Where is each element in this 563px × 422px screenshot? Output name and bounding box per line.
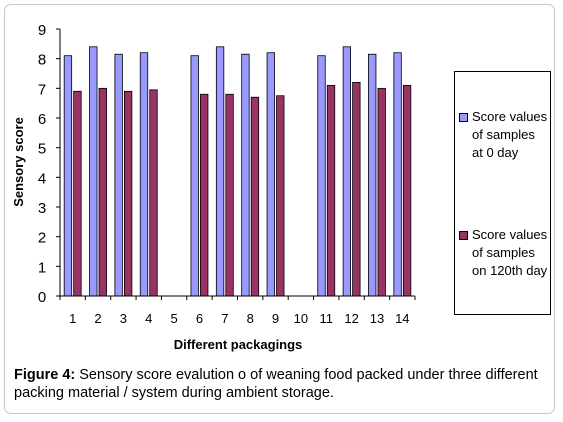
x-tick-label: 13 [370, 311, 384, 326]
y-tick-label: 9 [38, 22, 46, 39]
x-tick-label: 1 [69, 311, 76, 326]
bar-day0-12 [342, 46, 352, 297]
bar-day0-1 [63, 55, 73, 297]
x-tick-label: 14 [395, 311, 409, 326]
bar-day120-13 [377, 87, 386, 297]
x-tick-label: 12 [344, 311, 358, 326]
bar-day0-11 [317, 55, 326, 297]
bar-day0-8 [241, 53, 250, 297]
x-tick-label: 6 [196, 311, 203, 326]
figure-caption: Figure 4: Sensory score evalution o of w… [14, 366, 544, 402]
bar-day120-12 [352, 82, 361, 297]
x-tick-label: 5 [170, 311, 177, 326]
x-tick-label: 3 [120, 311, 127, 326]
bar-day120-14 [402, 84, 412, 297]
legend-label-day120: Score values of samples on 120th day [472, 227, 548, 278]
y-tick-label: 6 [38, 111, 46, 128]
y-tick-label: 4 [38, 170, 46, 187]
x-tick-label: 8 [247, 311, 254, 326]
figure-caption-text: Sensory score evalution o of weaning foo… [14, 367, 538, 401]
legend-swatch-day120 [459, 231, 468, 240]
bar-day0-3 [114, 53, 123, 297]
x-tick-label: 11 [320, 311, 334, 326]
x-tick-label: 2 [94, 311, 101, 326]
bar-day0-6 [190, 55, 199, 297]
y-tick-label: 3 [38, 200, 46, 217]
bar-day120-4 [149, 89, 158, 297]
bar-day0-2 [89, 46, 98, 297]
bar-day120-3 [123, 90, 133, 297]
y-tick-label: 0 [38, 289, 46, 306]
legend-item-day120: Score values of samples on 120th day [459, 226, 551, 280]
figure-caption-label: Figure 4: [14, 367, 76, 383]
legend-label-day0: Score values of samples at 0 day [472, 109, 548, 160]
bar-day120-7 [225, 93, 234, 297]
bar-day0-7 [215, 46, 225, 297]
x-tick-label: 7 [221, 311, 228, 326]
y-axis-label: Sensory score [11, 117, 26, 207]
y-tick-label: 1 [38, 259, 46, 276]
legend-item-day0: Score values of samples at 0 day [459, 108, 551, 162]
y-tick-label: 2 [38, 230, 46, 247]
x-tick-label: 10 [294, 311, 308, 326]
x-tick-label: 9 [272, 311, 279, 326]
legend: Score values of samples at 0 day Score v… [454, 71, 551, 315]
bars-layer [63, 46, 412, 297]
bar-day120-11 [326, 84, 336, 297]
bar-day120-6 [200, 93, 209, 297]
bar-day0-9 [266, 52, 275, 297]
x-tick-label: 4 [145, 311, 152, 326]
bar-day0-14 [393, 52, 402, 297]
bar-day120-2 [98, 87, 107, 297]
y-tick-label: 7 [38, 81, 46, 98]
bar-day120-8 [250, 96, 260, 297]
bar-day120-1 [73, 90, 82, 297]
bar-day0-13 [368, 53, 377, 297]
bar-day0-4 [139, 52, 149, 297]
y-tick-label: 8 [38, 52, 46, 69]
x-axis-label: Different packagings [174, 337, 303, 352]
y-tick-label: 5 [38, 141, 46, 158]
bar-day120-9 [276, 95, 285, 297]
legend-swatch-day0 [459, 113, 468, 122]
